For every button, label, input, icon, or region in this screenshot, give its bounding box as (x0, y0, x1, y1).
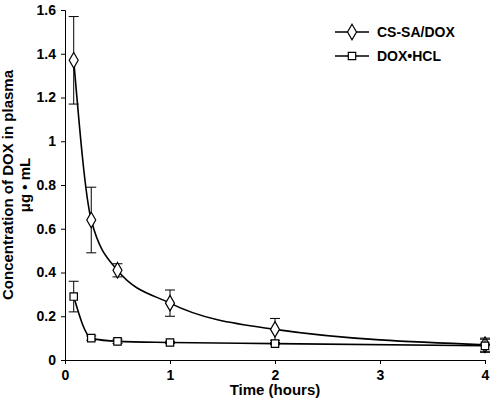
y-tick: 0.4 (37, 264, 65, 280)
y-tick-label: 1.2 (37, 89, 57, 105)
legend-entry: DOX•HCL (335, 48, 441, 64)
error-bar (69, 281, 79, 312)
x-tick: 2 (272, 360, 280, 383)
y-tick: 0.8 (37, 177, 65, 193)
y-tick: 1.4 (37, 46, 65, 62)
y-axis: 0 0.2 0.4 0.6 0.8 1 1.2 1.4 1.6 (37, 2, 66, 368)
error-bar (165, 290, 175, 316)
x-tick: 3 (377, 360, 385, 383)
y-tick-mark (61, 360, 65, 361)
x-tick-label: 3 (377, 367, 385, 383)
y-tick-label: 0.8 (37, 177, 57, 193)
error-bar (270, 318, 280, 340)
x-tick-label: 4 (482, 367, 490, 383)
legend-marker (348, 52, 355, 59)
y-tick-label: 0 (48, 352, 56, 368)
error-bar-cap (69, 281, 79, 282)
legend-marker (348, 24, 357, 40)
error-bar (86, 187, 96, 253)
x-tick-mark (275, 360, 276, 364)
y-tick-mark (61, 54, 65, 55)
x-tick-mark (170, 360, 171, 364)
x-tick: 4 (482, 360, 490, 383)
error-bar-cap (480, 339, 490, 340)
y-tick: 1 (48, 133, 65, 149)
x-axis-title: Time (hours) (230, 381, 321, 398)
y-axis-title: μg • mL (16, 158, 33, 212)
x-tick-label: 0 (62, 367, 70, 383)
marker (87, 212, 96, 228)
error-bar (69, 17, 79, 105)
legend-label: CS-SA/DOX (377, 24, 455, 40)
marker (114, 338, 121, 345)
error-bar (480, 339, 490, 352)
error-bar-cap (86, 187, 96, 188)
y-tick-mark (61, 316, 65, 317)
series-line (74, 60, 485, 344)
x-tick: 0 (62, 360, 70, 383)
marker (271, 340, 278, 347)
error-bar-cap (165, 316, 175, 317)
y-tick: 1.2 (37, 89, 65, 105)
marker (113, 263, 122, 279)
y-tick-label: 0.2 (37, 308, 57, 324)
error-bar-cap (69, 104, 79, 105)
error-bar-cap (480, 352, 490, 353)
legend-entry: CS-SA/DOX (335, 24, 455, 40)
y-tick-mark (61, 185, 65, 186)
x-axis-line (66, 361, 486, 365)
y-axis-line (61, 11, 66, 361)
y-tick-mark (61, 98, 65, 99)
y-tick-label: 0.6 (37, 221, 57, 237)
series-line (74, 297, 485, 346)
chart: 0 1 2 3 4 0 0.2 0.4 0.6 0.8 1 1.2 1.4 1.6 CS-SA/DOX DOX… (0, 0, 500, 403)
y-tick: 0 (48, 352, 65, 368)
x-tick-label: 1 (167, 367, 175, 383)
y-tick-label: 1.6 (37, 2, 57, 18)
y-tick-label: 1 (48, 133, 56, 149)
x-tick-mark (380, 360, 381, 364)
marker (481, 342, 488, 349)
y-tick-label: 1.4 (37, 46, 57, 62)
x-tick-mark (485, 360, 486, 364)
legend: CS-SA/DOX DOX•HCL (335, 24, 455, 64)
marker (166, 339, 173, 346)
y-tick: 1.6 (37, 2, 65, 18)
x-axis: 0 1 2 3 4 (62, 360, 490, 383)
marker (69, 53, 78, 69)
y-axis-title: Concentration of DOX in plasma (0, 69, 16, 300)
y-tick-mark (61, 229, 65, 230)
plot: 0 1 2 3 4 0 0.2 0.4 0.6 0.8 1 1.2 1.4 1.6 CS-SA/DOX DOX… (37, 2, 490, 383)
marks (69, 17, 490, 353)
legend-label: DOX•HCL (377, 48, 441, 64)
marker (88, 334, 95, 341)
error-bar-cap (86, 252, 96, 253)
marker (70, 293, 77, 300)
marker (271, 322, 280, 338)
error-bar-cap (69, 311, 79, 312)
y-tick-label: 0.4 (37, 264, 57, 280)
y-tick: 0.2 (37, 308, 65, 324)
marker (481, 337, 490, 353)
error-bar-cap (69, 16, 79, 17)
marker (166, 295, 175, 311)
x-tick: 1 (167, 360, 175, 383)
y-tick-mark (61, 10, 65, 11)
error-bar-cap (165, 290, 175, 291)
y-tick: 0.6 (37, 221, 65, 237)
y-tick-mark (61, 273, 65, 274)
error-bar-cap (270, 318, 280, 319)
y-tick-mark (61, 141, 65, 142)
